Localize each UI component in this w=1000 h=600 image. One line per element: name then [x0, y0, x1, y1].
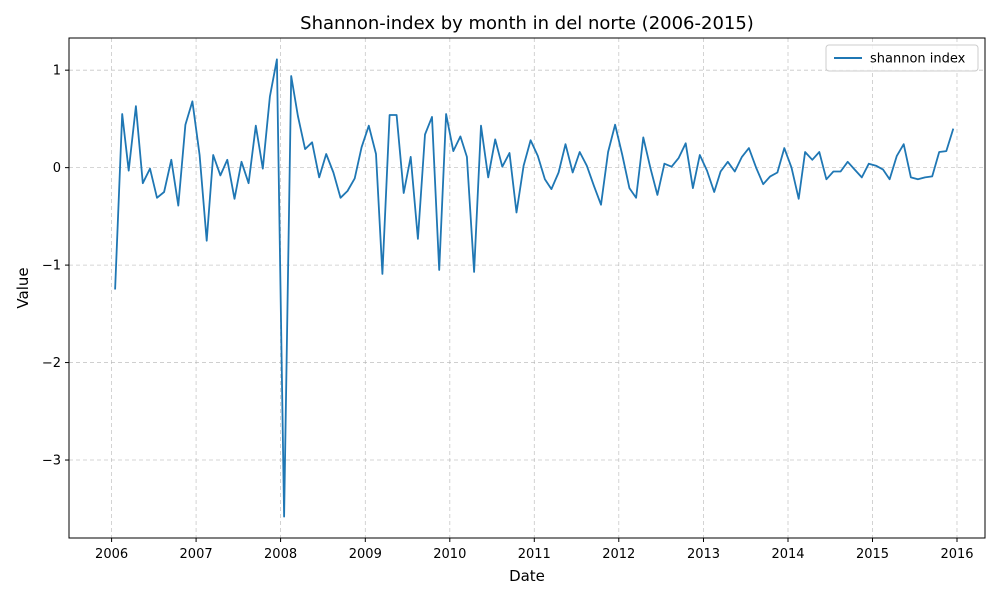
x-tick-label: 2009 — [349, 547, 382, 562]
legend: shannon index — [825, 44, 979, 72]
x-axis-label: Date — [509, 567, 545, 585]
y-tick-label: 1 — [53, 64, 61, 79]
y-axis-label: Value — [14, 267, 32, 308]
x-tick-label: 2008 — [264, 547, 297, 562]
y-tick-label: −3 — [42, 454, 61, 469]
series-line — [114, 58, 955, 518]
x-tick-label: 2014 — [771, 547, 804, 562]
x-tick-label: 2010 — [433, 547, 466, 562]
y-axis: 1 0 −1 −2 −3 — [42, 64, 69, 469]
y-tick-label: −1 — [42, 259, 61, 274]
y-tick-label: −2 — [42, 356, 61, 371]
x-tick-label: 2013 — [687, 547, 720, 562]
y-tick-label: 0 — [53, 161, 61, 176]
x-tick-label: 2011 — [518, 547, 551, 562]
series-layer — [114, 58, 955, 518]
x-axis: 2006 2007 2008 2009 2010 2011 2012 2013 2014 2015… — [95, 538, 974, 562]
x-tick-label: 2012 — [602, 547, 635, 562]
x-tick-label: 2016 — [940, 547, 973, 562]
plot-frame — [68, 37, 986, 539]
legend-label: shannon index — [870, 52, 966, 67]
legend-box — [825, 44, 979, 72]
x-tick-label: 2006 — [95, 547, 128, 562]
x-tick-label: 2015 — [856, 547, 889, 562]
x-tick-label: 2007 — [180, 547, 213, 562]
chart-title: Shannon-index by month in del norte (200… — [300, 13, 754, 34]
